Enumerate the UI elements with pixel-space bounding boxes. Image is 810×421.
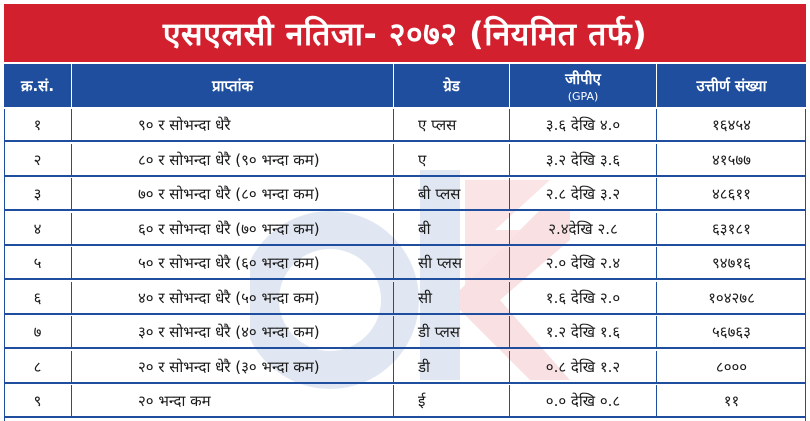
table-row: ८ २० र सोभन्दा धेरै (३० भन्दा कम) डी ०.८… [4,351,806,384]
cell-serial-number: ३ [4,178,72,209]
cell-gpa: १.६ देखि २.० [510,282,657,313]
cell-serial-number: १ [4,109,72,140]
cell-pass-count: ११ [723,391,740,410]
table-row: ४ ६० र सोभन्दा धेरै (७० भन्दा कम) बी २.४… [4,213,806,246]
header-grade: ग्रेड [394,64,510,107]
cell-marks-range: ४० र सोभन्दा धेरै (५० भन्दा कम) [72,282,394,313]
cell-grade: बी प्लस [394,178,510,209]
cell-marks-range: ९० र सोभन्दा धेरै [72,109,394,140]
table-row: ५ ५० र सोभन्दा धेरै (६० भन्दा कम) सी प्ल… [4,247,806,280]
cell-gpa: ३.६ देखि ४.० [510,109,657,140]
cell-serial-number: ९ [4,385,72,416]
header-serial-number-label: क्र.सं. [20,76,55,95]
cell-grade: सी [394,282,510,313]
cell-serial-number: ८ [4,351,72,382]
table-row: १ ९० र सोभन्दा धेरै ए प्लस ३.६ देखि ४.० … [4,109,806,142]
cell-gpa: ०.८ देखि १.२ [510,351,657,382]
cell-gpa: ०.० देखि ०.८ [510,385,657,416]
cell-serial-number: ७ [4,316,72,347]
table-header-row: क्र.सं. प्राप्तांक ग्रेड जीपीए (GPA) उत्… [4,64,806,107]
cell-grade: ए [394,144,510,175]
cell-grade: डी [394,351,510,382]
cell-serial-number: २ [4,144,72,175]
table-row: ९ २० भन्दा कम ई ०.० देखि ०.८ ११ [4,385,806,418]
header-pass-count: उत्तीर्ण संख्या [657,64,806,107]
cell-grade: सी प्लस [394,247,510,278]
cell-grade: बी [394,213,510,244]
cell-serial-number: ४ [4,213,72,244]
table-row: ३ ७० र सोभन्दा धेरै (८० भन्दा कम) बी प्ल… [4,178,806,211]
cell-marks-range: ७० र सोभन्दा धेरै (८० भन्दा कम) [72,178,394,209]
cell-pass-count: १६४५४ [711,115,751,134]
cell-pass-count: ८००० [715,357,748,376]
header-gpa-sublabel: (GPA) [567,89,599,103]
table-row: ६ ४० र सोभन्दा धेरै (५० भन्दा कम) सी १.६… [4,282,806,315]
cell-grade: ए प्लस [394,109,510,140]
cell-pass-count: ९४७१६ [711,253,751,272]
cell-pass-count: ४१५७७ [711,150,751,169]
cell-marks-range: २० भन्दा कम [72,385,394,416]
cell-pass-count: १०४२७८ [708,288,755,307]
cell-marks-range: ८० र सोभन्दा धेरै (९० भन्दा कम) [72,144,394,175]
header-pass-count-label: उत्तीर्ण संख्या [696,76,767,95]
cell-marks-range: ३० र सोभन्दा धेरै (४० भन्दा कम) [72,316,394,347]
cell-gpa: २.० देखि २.४ [510,247,657,278]
table-title: एसएलसी नतिजा- २०७२ (नियमित तर्फ) [4,4,806,62]
cell-pass-count: ५६७६३ [711,322,751,341]
table-row: ७ ३० र सोभन्दा धेरै (४० भन्दा कम) डी प्ल… [4,316,806,349]
header-grade-label: ग्रेड [443,76,460,95]
header-gpa-label: जीपीए [565,69,601,88]
cell-serial-number: ५ [4,247,72,278]
cell-grade: डी प्लस [394,316,510,347]
cell-pass-count: ४८६११ [711,184,751,203]
header-marks-obtained: प्राप्तांक [72,64,394,107]
cell-grade: ई [394,385,510,416]
cell-marks-range: ५० र सोभन्दा धेरै (६० भन्दा कम) [72,247,394,278]
header-serial-number: क्र.सं. [4,64,72,107]
cell-gpa: २.८ देखि ३.२ [510,178,657,209]
cell-gpa: १.२ देखि १.६ [510,316,657,347]
cell-pass-count: ६३१८१ [711,219,751,238]
cell-gpa: ३.२ देखि ३.६ [510,144,657,175]
cell-serial-number: ६ [4,282,72,313]
header-marks-obtained-label: प्राप्तांक [212,76,253,95]
table-row: २ ८० र सोभन्दा धेरै (९० भन्दा कम) ए ३.२ … [4,144,806,177]
cell-gpa: २.४देखि २.८ [510,213,657,244]
cell-marks-range: २० र सोभन्दा धेरै (३० भन्दा कम) [72,351,394,382]
cell-marks-range: ६० र सोभन्दा धेरै (७० भन्दा कम) [72,213,394,244]
header-gpa: जीपीए (GPA) [510,64,657,107]
